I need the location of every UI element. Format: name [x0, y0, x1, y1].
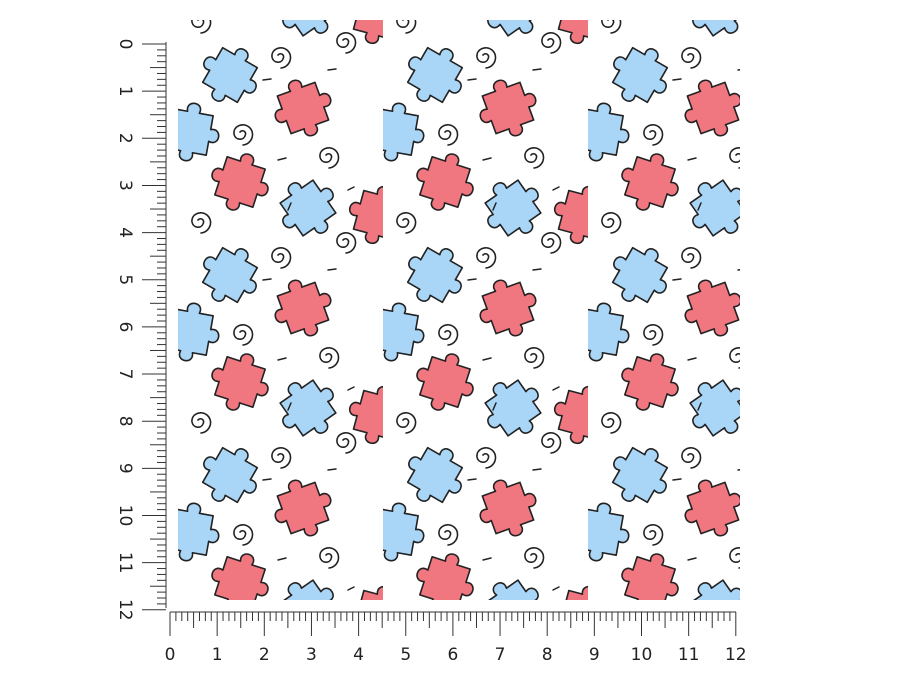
- ruler-label: 7: [495, 645, 506, 665]
- ruler-label: 11: [115, 552, 135, 574]
- ruler-label: 11: [678, 645, 700, 665]
- ruler-label: 10: [631, 645, 653, 665]
- horizontal-ruler: 0 1 2 3 4 5 6 7 8 9 10 11 12: [165, 611, 747, 665]
- ruler-label: 4: [353, 645, 364, 665]
- ruler-label: 12: [115, 599, 135, 621]
- ruler-label: 12: [725, 645, 747, 665]
- ruler-label: 0: [165, 645, 176, 665]
- ruler-label: 5: [400, 645, 411, 665]
- pattern-swatch: [178, 20, 740, 600]
- ruler-label: 2: [115, 133, 135, 144]
- ruler-label: 8: [542, 645, 553, 665]
- ruler-label: 2: [259, 645, 270, 665]
- ruler-label: 3: [115, 180, 135, 191]
- ruler-label: 8: [115, 416, 135, 427]
- ruler-label: 10: [115, 505, 135, 527]
- ruler-label: 9: [589, 645, 600, 665]
- ruler-label: 7: [115, 369, 135, 380]
- ruler-label: 6: [447, 645, 458, 665]
- ruler-label: 0: [115, 39, 135, 50]
- ruler-label: 1: [115, 86, 135, 97]
- ruler-label: 6: [115, 321, 135, 332]
- ruler-label: 3: [306, 645, 317, 665]
- ruler-label: 4: [115, 227, 135, 238]
- ruler-label: 5: [115, 274, 135, 285]
- ruler-label: 9: [115, 463, 135, 474]
- ruler-label: 1: [212, 645, 223, 665]
